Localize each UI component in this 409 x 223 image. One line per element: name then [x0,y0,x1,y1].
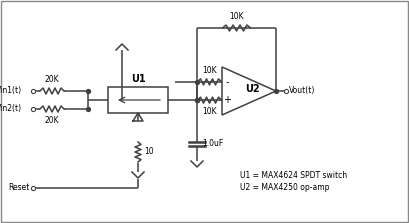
Text: 10K: 10K [229,12,244,21]
Text: -: - [225,77,229,87]
Text: U2 = MAX4250 op-amp: U2 = MAX4250 op-amp [240,184,330,192]
Text: Reset: Reset [9,184,30,192]
Text: Vin1(t): Vin1(t) [0,87,22,95]
Text: 10K: 10K [202,66,217,75]
Text: U2: U2 [245,84,259,94]
Text: U1 = MAX4624 SPDT switch: U1 = MAX4624 SPDT switch [240,171,347,180]
Text: Vout(t): Vout(t) [289,87,315,95]
Polygon shape [222,67,276,115]
Text: 20K: 20K [45,116,59,125]
Text: 20K: 20K [45,75,59,84]
Text: 10K: 10K [202,107,217,116]
Text: +: + [223,95,231,105]
Text: U1: U1 [131,74,145,84]
Text: 1.0uF: 1.0uF [202,140,223,149]
Text: Vin2(t): Vin2(t) [0,105,22,114]
Bar [108,87,168,113]
Text: 10: 10 [144,147,154,157]
